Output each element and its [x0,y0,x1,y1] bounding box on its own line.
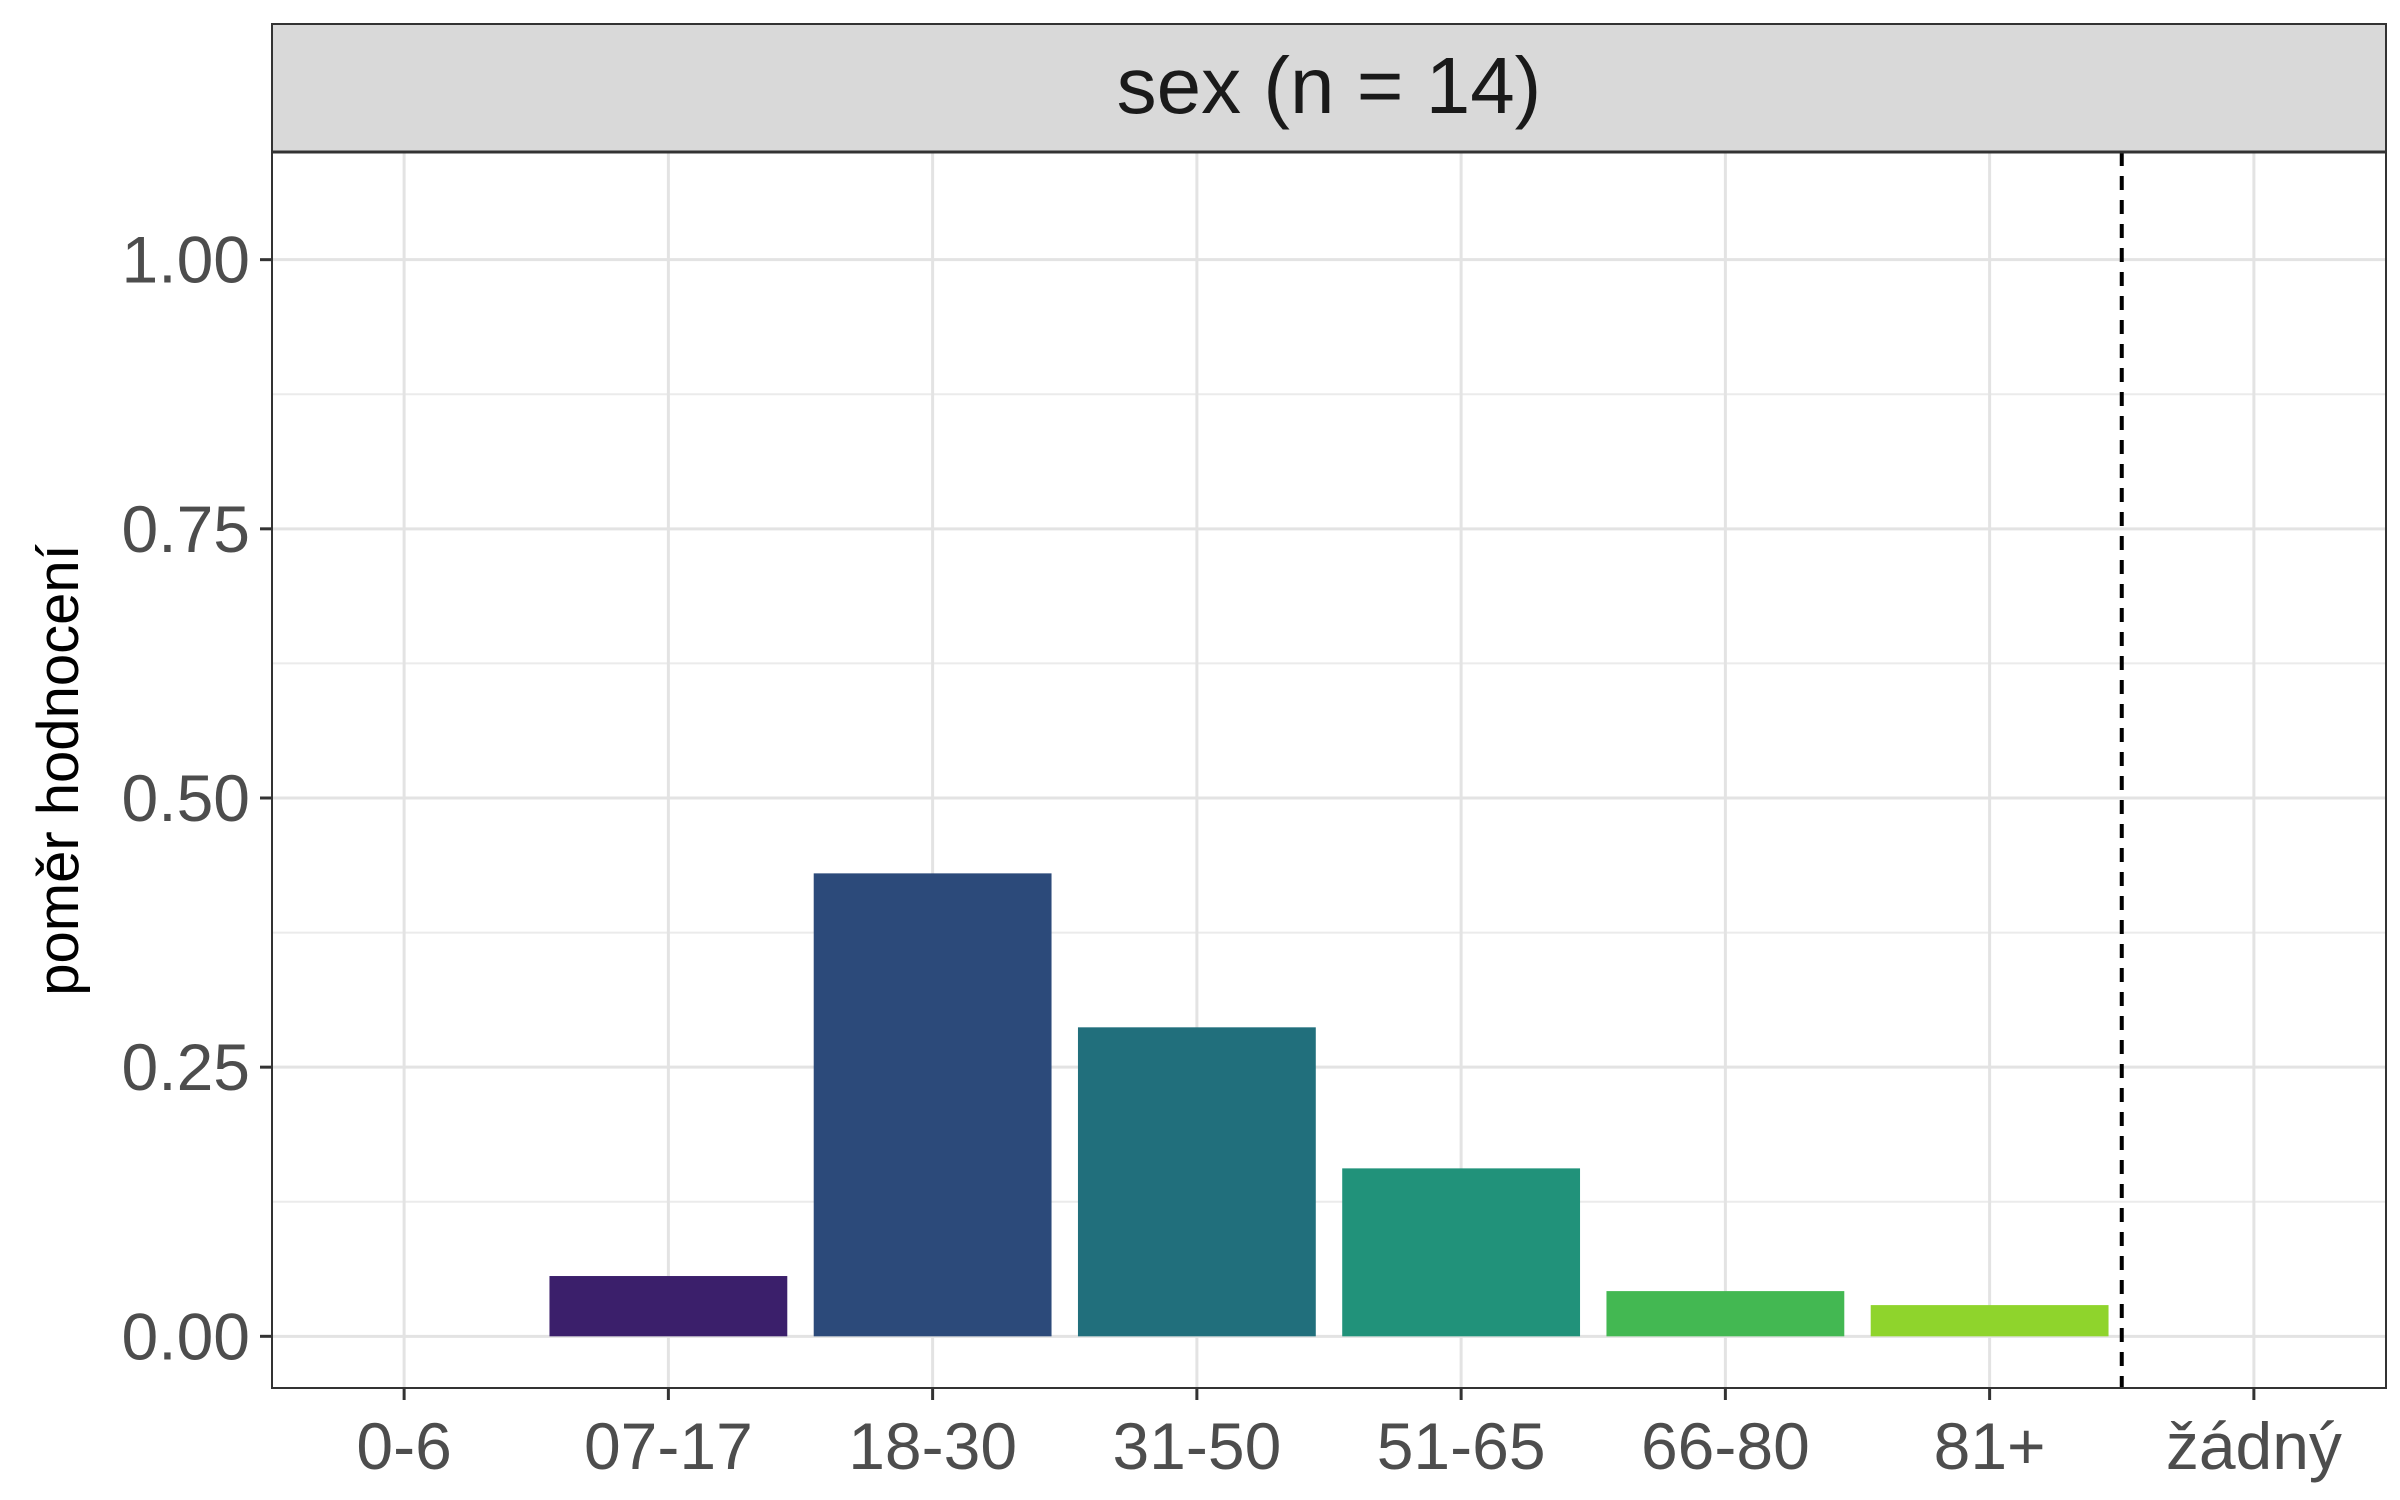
bar-81+ [1870,1305,2109,1337]
y-tick-label: 0.75 [122,492,250,566]
x-tick-label: 31-50 [1112,1409,1281,1483]
y-axis: 0.00 0.25 0.50 0.75 1.00 [122,223,272,1373]
y-tick-label: 0.50 [122,761,250,835]
x-tick-label: žádný [2166,1409,2342,1483]
y-axis-title: poměr hodnocení [26,544,91,995]
y-tick-label: 0.00 [122,1299,250,1373]
x-tick-label: 66-80 [1641,1409,1810,1483]
bar-07-17 [549,1276,788,1337]
bar-51-65 [1342,1168,1581,1337]
plot-panel [272,152,2386,1388]
bars [549,873,2109,1337]
x-tick-label: 81+ [1934,1409,2046,1483]
major-gridlines [272,152,2386,1388]
x-axis: 0-6 07-17 18-30 31-50 51-65 66-80 81+ žádný [356,1388,2342,1483]
facet-strip-title: sex (n = 14) [1117,41,1542,130]
bar-66-80 [1606,1291,1845,1337]
x-tick-label: 18-30 [848,1409,1017,1483]
bar-31-50 [1077,1027,1316,1337]
x-tick-label: 0-6 [356,1409,451,1483]
y-tick-label: 0.25 [122,1030,250,1104]
facet-strip [271,23,2387,153]
x-tick-label: 51-65 [1377,1409,1546,1483]
x-tick-label: 07-17 [584,1409,753,1483]
bar-18-30 [813,873,1052,1337]
minor-gridlines [272,393,2386,1203]
y-tick-label: 1.00 [122,223,250,297]
